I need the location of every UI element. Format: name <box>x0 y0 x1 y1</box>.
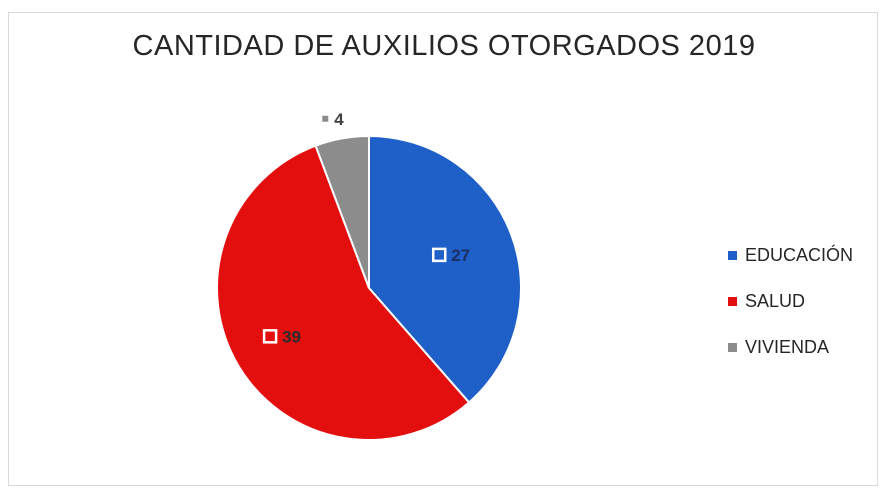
pie-slice-vivienda <box>314 134 370 289</box>
legend-label: EDUCACIÓN <box>745 244 854 265</box>
legend-label: VIVIENDA <box>745 336 830 357</box>
data-label-value: 4 <box>334 110 344 129</box>
data-label-educación: 27 <box>431 246 470 265</box>
data-label-value: 27 <box>451 246 470 265</box>
data-label-key <box>431 247 447 263</box>
data-label-vivienda: 4 <box>322 110 344 129</box>
legend-swatch <box>728 342 737 352</box>
data-label-key <box>322 115 329 122</box>
chart-title: CANTIDAD DE AUXILIOS OTORGADOS 2019 <box>132 30 756 62</box>
legend-item-vivienda: VIVIENDA <box>728 324 853 370</box>
legend-swatch <box>728 250 737 260</box>
legend-swatch <box>728 296 737 306</box>
legend: EDUCACIÓN SALUD VIVIENDA <box>728 232 853 370</box>
data-label-salud: 39 <box>262 327 301 346</box>
pie-slice-salud <box>216 144 471 441</box>
legend-item-salud: SALUD <box>728 278 853 324</box>
legend-item-educación: EDUCACIÓN <box>728 232 853 278</box>
data-label-key <box>262 329 278 344</box>
pie-slice-educación <box>368 134 522 404</box>
data-label-value: 39 <box>282 327 301 346</box>
legend-label: SALUD <box>745 290 806 311</box>
